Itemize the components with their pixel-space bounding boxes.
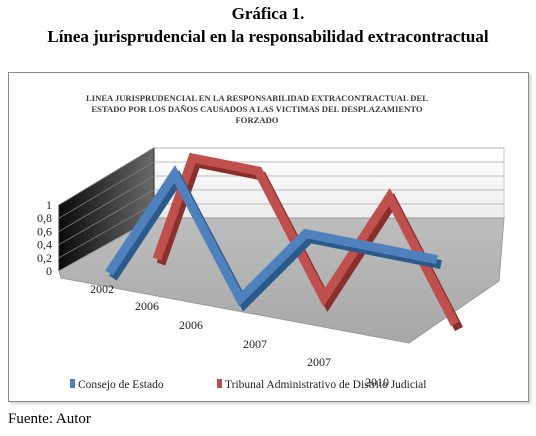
- legend-label: Consejo de Estado: [78, 379, 164, 391]
- legend-swatch: [217, 379, 222, 388]
- chart-title-line: LINEA JURISPRUDENCIAL EN LA RESPONSABILI…: [86, 93, 428, 103]
- series-tribunal-line: [152, 152, 459, 327]
- series-consejo-line: [105, 165, 438, 307]
- x-tick-label: 2007: [307, 355, 331, 369]
- x-tick-label: 2002: [90, 282, 114, 296]
- x-tick-label: 2010: [365, 375, 389, 389]
- y-tick-label: 0,4: [37, 238, 52, 252]
- figure-caption-number: Gráfica 1.: [231, 4, 305, 23]
- gridline-side: [58, 203, 155, 259]
- y-tick-label: 0,8: [37, 211, 52, 225]
- figure-caption-title: Línea jurisprudencial en la responsabili…: [47, 27, 489, 46]
- chart-title-line: FORZADO: [236, 115, 279, 125]
- y-tick-label: 1: [46, 198, 52, 212]
- y-tick-label: 0,2: [37, 251, 52, 265]
- gridline-side: [58, 189, 155, 245]
- gridline-side: [58, 161, 155, 219]
- legend-label: Tribunal Administrativo de Distrito Judi…: [225, 379, 426, 391]
- y-tick-label: 0: [46, 264, 52, 278]
- y-tick-label: 0,6: [37, 224, 52, 238]
- figure-source: Fuente: Autor: [8, 411, 91, 427]
- x-tick-label: 2006: [135, 299, 159, 313]
- chart-title-line: ESTADO POR LOS DAÑOS CAUSADOS A LAS VICT…: [91, 104, 422, 114]
- chart-svg: LINEA JURISPRUDENCIAL EN LA RESPONSABILI…: [37, 93, 505, 391]
- x-tick-label: 2007: [243, 337, 267, 351]
- chart-frame: LINEA JURISPRUDENCIAL EN LA RESPONSABILI…: [8, 72, 529, 402]
- gridline-side: [58, 175, 155, 232]
- gridline-side: [58, 147, 155, 206]
- x-tick-label: 2006: [179, 318, 203, 332]
- legend-swatch: [70, 379, 75, 388]
